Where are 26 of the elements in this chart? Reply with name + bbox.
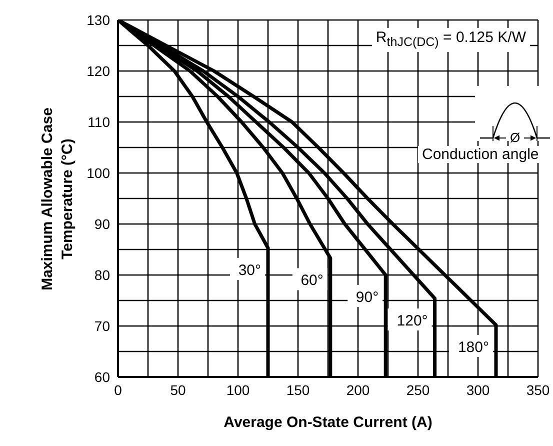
- x-tick-label: 100: [226, 382, 250, 398]
- x-axis-title: Average On-State Current (A): [222, 414, 434, 431]
- y-tick-label: 120: [86, 62, 110, 79]
- annotation: Ø: [508, 130, 522, 145]
- x-tick-label: 150: [286, 382, 310, 398]
- series-label: 60°: [300, 272, 324, 290]
- x-tick-label: 300: [466, 382, 490, 398]
- y-tick-label: 90: [94, 216, 110, 232]
- y-tick-label: 80: [94, 266, 110, 283]
- series-label: 180°: [458, 338, 489, 356]
- series-label: 90°: [356, 289, 379, 306]
- x-tick-label: 200: [346, 382, 370, 398]
- y-tick-label: 130: [86, 12, 110, 28]
- y-axis-title: Maximum Allowable Case Temperature (°C): [38, 106, 77, 292]
- series-label: 120°: [396, 312, 428, 330]
- series-label: 30°: [238, 262, 261, 279]
- annotation: Conduction angle: [418, 146, 543, 163]
- y-tick-label: 60: [94, 368, 110, 385]
- x-tick-label: 50: [170, 382, 186, 398]
- y-tick-label: 70: [94, 318, 110, 334]
- x-tick-label: 250: [406, 382, 430, 398]
- x-tick-label: 0: [114, 382, 122, 398]
- y-tick-label: 110: [88, 114, 110, 130]
- x-tick-label: 350: [526, 382, 550, 398]
- annotation: R$_{thJC(DC)}$ = 0.125 K/W: [372, 28, 530, 52]
- y-tick-label: 100: [86, 164, 110, 181]
